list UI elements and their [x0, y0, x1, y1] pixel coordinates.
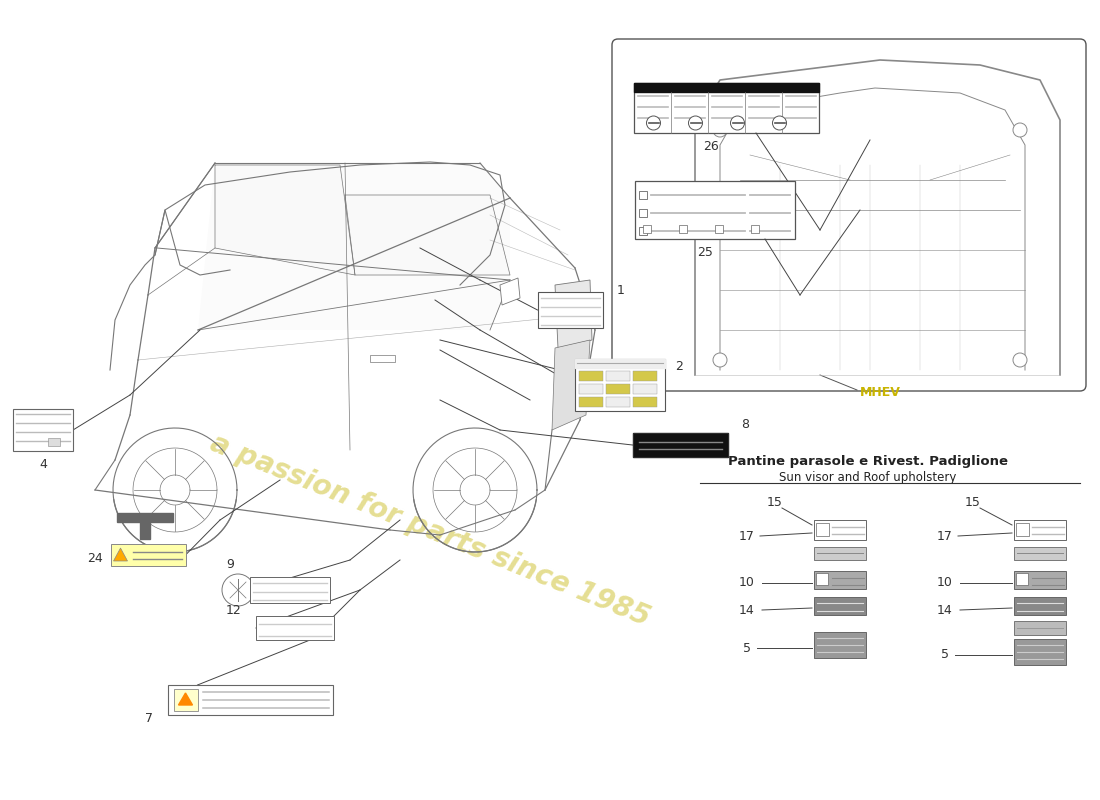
Polygon shape [345, 195, 510, 275]
Text: 7: 7 [145, 711, 154, 725]
Bar [635, 181, 795, 239]
Bar [606, 397, 630, 407]
Polygon shape [140, 522, 150, 539]
Text: MHEV: MHEV [860, 386, 901, 399]
Text: 26: 26 [703, 141, 719, 154]
Bar [644, 225, 651, 233]
Circle shape [647, 116, 660, 130]
Text: 14: 14 [739, 603, 755, 617]
Bar [816, 573, 828, 585]
Bar [634, 83, 818, 133]
Bar [1014, 597, 1066, 615]
Bar [814, 571, 866, 589]
Circle shape [772, 116, 786, 130]
Polygon shape [370, 355, 395, 362]
Polygon shape [634, 83, 818, 92]
Bar [639, 209, 647, 217]
Bar [1014, 571, 1066, 589]
Text: 15: 15 [965, 495, 981, 509]
Polygon shape [500, 278, 520, 305]
Circle shape [222, 574, 254, 606]
Bar [1016, 573, 1028, 585]
Bar [632, 371, 657, 381]
Text: 9: 9 [227, 558, 234, 571]
Polygon shape [113, 548, 128, 561]
Circle shape [1013, 353, 1027, 367]
Text: Pantine parasole e Rivest. Padiglione: Pantine parasole e Rivest. Padiglione [728, 455, 1008, 469]
Bar [715, 225, 723, 233]
Bar [639, 227, 647, 235]
Bar [814, 546, 866, 559]
Bar [632, 397, 657, 407]
Text: 15: 15 [767, 495, 783, 509]
Text: 10: 10 [739, 577, 755, 590]
Text: 24: 24 [87, 551, 102, 565]
Bar [632, 384, 657, 394]
Text: 4: 4 [40, 458, 47, 471]
Text: 12: 12 [227, 603, 242, 617]
Bar [110, 544, 186, 566]
Bar [1014, 546, 1066, 559]
Bar [639, 191, 647, 199]
Bar [1014, 621, 1066, 635]
Bar [48, 438, 60, 446]
Polygon shape [575, 359, 666, 368]
Bar [816, 523, 829, 536]
Text: 25: 25 [697, 246, 713, 259]
Text: 14: 14 [937, 603, 953, 617]
Bar [575, 359, 666, 411]
Bar [606, 384, 630, 394]
Bar [579, 371, 603, 381]
Bar [13, 409, 73, 451]
Text: 5: 5 [940, 649, 949, 662]
Polygon shape [632, 433, 727, 457]
Bar [256, 616, 334, 640]
Circle shape [713, 353, 727, 367]
Text: 17: 17 [739, 530, 755, 542]
Circle shape [689, 116, 703, 130]
Bar [606, 371, 630, 381]
FancyBboxPatch shape [612, 39, 1086, 391]
Bar [1014, 639, 1066, 665]
Circle shape [1013, 123, 1027, 137]
Text: 2: 2 [675, 361, 683, 374]
Bar [679, 225, 688, 233]
Polygon shape [556, 280, 592, 348]
Polygon shape [552, 340, 590, 430]
Bar [250, 577, 330, 603]
Bar [814, 597, 866, 615]
Bar [1016, 523, 1028, 536]
Bar [538, 292, 603, 328]
Circle shape [730, 116, 745, 130]
Bar [579, 397, 603, 407]
Polygon shape [117, 513, 173, 522]
Bar [174, 689, 198, 711]
Bar [1014, 520, 1066, 540]
Bar [814, 632, 866, 658]
Text: 10: 10 [937, 577, 953, 590]
Bar [814, 520, 866, 540]
Text: a passion for parts since 1985: a passion for parts since 1985 [206, 429, 654, 631]
Bar [632, 433, 727, 457]
Polygon shape [214, 165, 355, 275]
Bar [579, 384, 603, 394]
Text: 1: 1 [617, 283, 625, 297]
Bar [751, 225, 759, 233]
Polygon shape [198, 163, 510, 330]
Text: Sun visor and Roof upholstery: Sun visor and Roof upholstery [779, 470, 957, 483]
Polygon shape [178, 693, 192, 705]
Text: 8: 8 [741, 418, 749, 431]
Bar [167, 685, 332, 715]
Circle shape [713, 123, 727, 137]
Text: 5: 5 [742, 642, 751, 654]
Text: 17: 17 [937, 530, 953, 542]
